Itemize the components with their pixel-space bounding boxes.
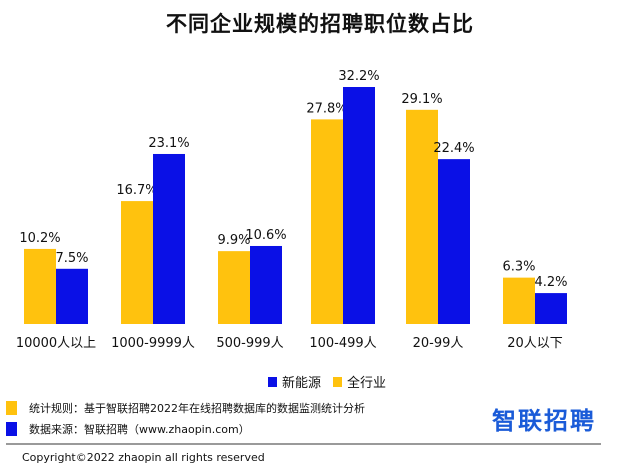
footnote-source-text: 数据来源：智联招聘（www.zhaopin.com） — [29, 423, 250, 436]
legend-item-all-industry: 全行业 — [333, 372, 386, 391]
category-label-0: 10000人以上 — [16, 336, 96, 351]
legend-swatch-new-energy — [268, 376, 277, 387]
bar-all-industry-2 — [218, 251, 250, 324]
bar-all-industry-0 — [24, 248, 56, 324]
bar-new-energy-3 — [343, 87, 375, 324]
data-label-all-industry-2: 9.9% — [217, 233, 250, 248]
copyright: Copyright©2022 zhaopin all rights reserv… — [22, 451, 265, 464]
data-label-all-industry-0: 10.2% — [19, 231, 60, 246]
data-label-new-energy-3: 32.2% — [338, 69, 379, 84]
legend-label-new-energy: 新能源 — [282, 376, 322, 391]
bar-new-energy-4 — [438, 159, 470, 324]
category-label-1: 1000-9999人 — [111, 336, 195, 351]
divider — [6, 443, 601, 445]
bar-all-industry-5 — [503, 277, 535, 324]
legend-item-new-energy: 新能源 — [268, 372, 321, 391]
data-label-new-energy-2: 10.6% — [245, 228, 286, 243]
bar-all-industry-3 — [311, 119, 343, 324]
category-label-4: 20-99人 — [413, 336, 464, 351]
zhaopin-logo: 智联招聘 — [492, 407, 596, 435]
footnote-source: 数据来源：智联招聘（www.zhaopin.com） — [6, 421, 250, 437]
data-label-all-industry-3: 27.8% — [306, 101, 347, 116]
category-label-3: 100-499人 — [309, 336, 376, 351]
bar-new-energy-0 — [56, 268, 88, 324]
data-label-all-industry-5: 6.3% — [502, 260, 535, 275]
bar-all-industry-4 — [406, 109, 438, 324]
category-label-2: 500-999人 — [216, 336, 283, 351]
data-label-new-energy-5: 4.2% — [534, 275, 567, 290]
chart-title: 不同企业规模的招聘职位数占比 — [166, 12, 474, 36]
data-label-all-industry-4: 29.1% — [401, 92, 442, 107]
data-label-all-industry-1: 16.7% — [116, 183, 157, 198]
bar-new-energy-2 — [250, 245, 282, 324]
bar-all-industry-1 — [121, 201, 153, 324]
legend-label-all-industry: 全行业 — [347, 376, 387, 391]
footnote-rule-swatch — [6, 401, 17, 415]
data-label-new-energy-1: 23.1% — [148, 136, 189, 151]
legend-swatch-all-industry — [333, 376, 342, 387]
bar-new-energy-5 — [535, 293, 567, 324]
category-label-5: 20人以下 — [507, 336, 563, 351]
footnote-source-swatch — [6, 422, 17, 436]
data-label-new-energy-4: 22.4% — [433, 141, 474, 156]
footnote-rule-text: 统计规则：基于智联招聘2022年在线招聘数据库的数据监测统计分析 — [29, 402, 365, 415]
footnote-rule: 统计规则：基于智联招聘2022年在线招聘数据库的数据监测统计分析 — [6, 400, 365, 416]
bar-new-energy-1 — [153, 153, 185, 324]
data-label-new-energy-0: 7.5% — [55, 251, 88, 266]
